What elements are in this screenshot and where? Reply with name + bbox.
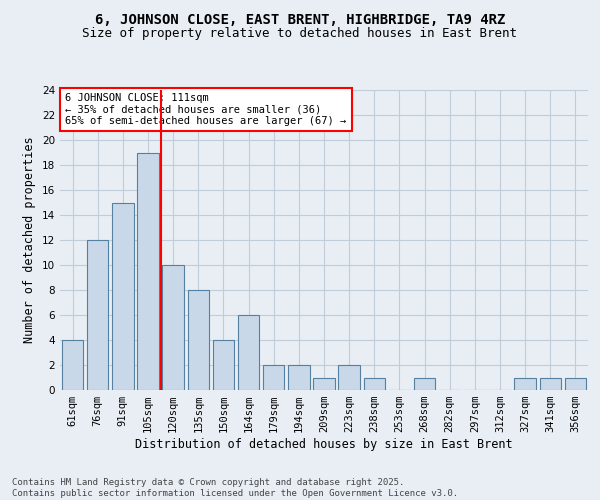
Bar xyxy=(112,202,134,390)
X-axis label: Distribution of detached houses by size in East Brent: Distribution of detached houses by size … xyxy=(135,438,513,451)
Bar xyxy=(238,315,259,390)
Bar xyxy=(137,152,158,390)
Bar xyxy=(188,290,209,390)
Bar xyxy=(213,340,234,390)
Bar xyxy=(364,378,385,390)
Y-axis label: Number of detached properties: Number of detached properties xyxy=(23,136,37,344)
Bar xyxy=(288,365,310,390)
Bar xyxy=(62,340,83,390)
Text: 6 JOHNSON CLOSE: 111sqm
← 35% of detached houses are smaller (36)
65% of semi-de: 6 JOHNSON CLOSE: 111sqm ← 35% of detache… xyxy=(65,93,347,126)
Bar xyxy=(338,365,360,390)
Bar xyxy=(163,265,184,390)
Text: Size of property relative to detached houses in East Brent: Size of property relative to detached ho… xyxy=(83,28,517,40)
Bar xyxy=(514,378,536,390)
Bar xyxy=(414,378,435,390)
Bar xyxy=(313,378,335,390)
Bar xyxy=(539,378,561,390)
Text: Contains HM Land Registry data © Crown copyright and database right 2025.
Contai: Contains HM Land Registry data © Crown c… xyxy=(12,478,458,498)
Bar xyxy=(87,240,109,390)
Bar xyxy=(565,378,586,390)
Bar xyxy=(263,365,284,390)
Text: 6, JOHNSON CLOSE, EAST BRENT, HIGHBRIDGE, TA9 4RZ: 6, JOHNSON CLOSE, EAST BRENT, HIGHBRIDGE… xyxy=(95,12,505,26)
